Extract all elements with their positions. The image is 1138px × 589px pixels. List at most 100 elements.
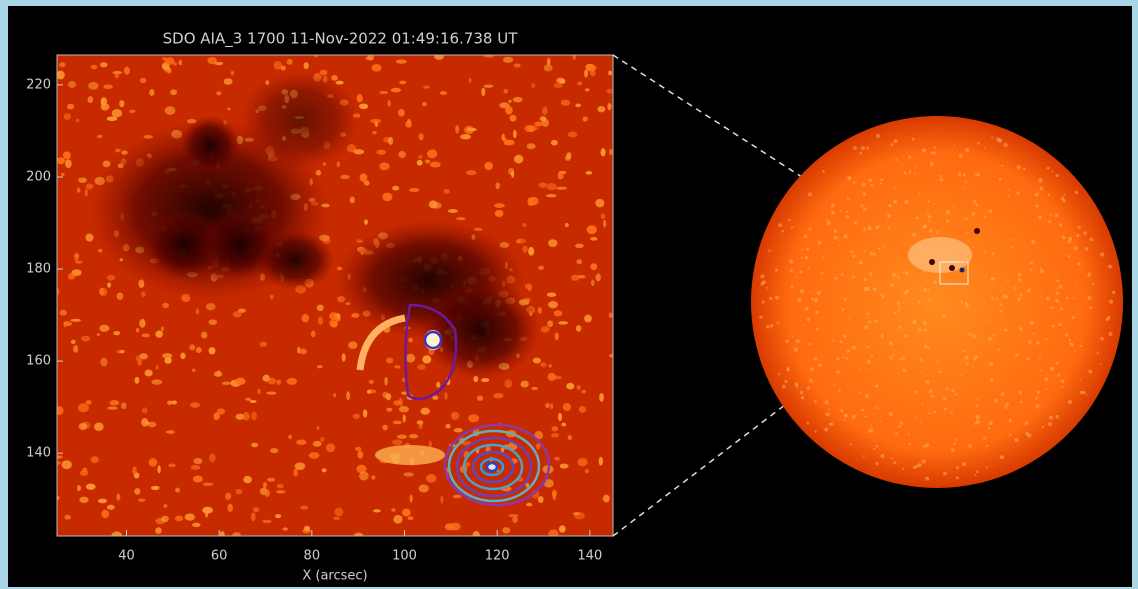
speckle (139, 353, 148, 359)
granule (803, 324, 805, 326)
speckle (440, 91, 448, 95)
speckle (493, 393, 503, 398)
speckle (134, 488, 140, 495)
speckle (190, 402, 200, 407)
speckle (508, 514, 518, 517)
speckle (547, 320, 553, 327)
granule (1014, 438, 1018, 442)
granule (951, 389, 954, 392)
granule (914, 173, 916, 175)
speckle (558, 413, 562, 421)
speckle (296, 440, 306, 445)
granule (955, 439, 957, 441)
granule (1066, 297, 1069, 300)
contour (487, 463, 497, 471)
granule (775, 269, 778, 272)
granule (852, 346, 856, 350)
speckle (565, 223, 569, 227)
granule (864, 325, 868, 329)
granule (1079, 379, 1081, 381)
granule (1003, 294, 1006, 297)
granule (874, 320, 877, 323)
speckle (140, 78, 147, 83)
speckle (163, 504, 167, 508)
granule (1026, 357, 1029, 360)
speckle (596, 273, 601, 281)
granule (847, 349, 851, 353)
speckle (541, 326, 550, 333)
speckle (563, 403, 571, 411)
speckle (139, 319, 145, 328)
granule (809, 343, 812, 346)
speckle (551, 426, 558, 431)
granule (821, 272, 824, 275)
speckle (538, 307, 542, 314)
speckle (165, 106, 176, 115)
granule (864, 250, 866, 252)
granule (822, 170, 825, 173)
speckle (542, 106, 547, 115)
granule (963, 174, 966, 177)
granule (1035, 397, 1038, 400)
speckle (448, 209, 458, 213)
speckle (149, 458, 158, 466)
granule (838, 245, 840, 247)
granule (1055, 415, 1059, 419)
speckle (372, 131, 377, 135)
y-tick-label: 200 (26, 169, 51, 184)
granule (817, 291, 821, 295)
speckle (425, 160, 430, 164)
speckle (466, 170, 477, 175)
chart-title: SDO AIA_3 1700 11-Nov-2022 01:49:16.738 … (163, 30, 519, 49)
speckle (98, 249, 102, 252)
granule (1018, 278, 1021, 281)
granule (964, 356, 968, 360)
granule (1087, 296, 1091, 300)
speckle (337, 161, 340, 167)
speckle (235, 378, 246, 385)
speckle (603, 220, 606, 228)
granule (927, 200, 930, 203)
speckle (191, 465, 201, 470)
granule (891, 458, 893, 460)
speckle (74, 254, 79, 258)
granule (1068, 255, 1071, 258)
granule (825, 400, 829, 404)
granule (814, 298, 818, 302)
granule (985, 274, 987, 276)
granule (865, 287, 869, 291)
granule (802, 249, 804, 251)
granule (929, 229, 933, 233)
speckle (214, 62, 223, 65)
speckle (388, 137, 393, 145)
granule (796, 276, 798, 278)
speckle (467, 128, 477, 131)
granule (1045, 338, 1047, 340)
speckle (586, 171, 593, 174)
y-tick-label: 140 (26, 446, 51, 461)
granule (807, 318, 810, 321)
granule (931, 394, 934, 397)
granule (1000, 455, 1004, 459)
granule (873, 448, 875, 450)
granule (916, 216, 919, 219)
speckle (68, 81, 76, 88)
granule (1040, 267, 1042, 269)
granule (859, 152, 862, 155)
granule (986, 466, 988, 468)
granule (817, 241, 821, 245)
granule (1107, 316, 1111, 320)
speckle (165, 57, 174, 65)
granule (762, 301, 765, 304)
granule (1049, 415, 1053, 419)
speckle (275, 514, 281, 518)
granule (834, 277, 837, 280)
speckle (584, 315, 592, 323)
granule (866, 346, 869, 349)
granule (984, 147, 986, 149)
granule (776, 322, 778, 324)
speckle (193, 475, 203, 482)
speckle (430, 162, 441, 168)
speckle (145, 369, 153, 376)
granule (1027, 288, 1031, 292)
